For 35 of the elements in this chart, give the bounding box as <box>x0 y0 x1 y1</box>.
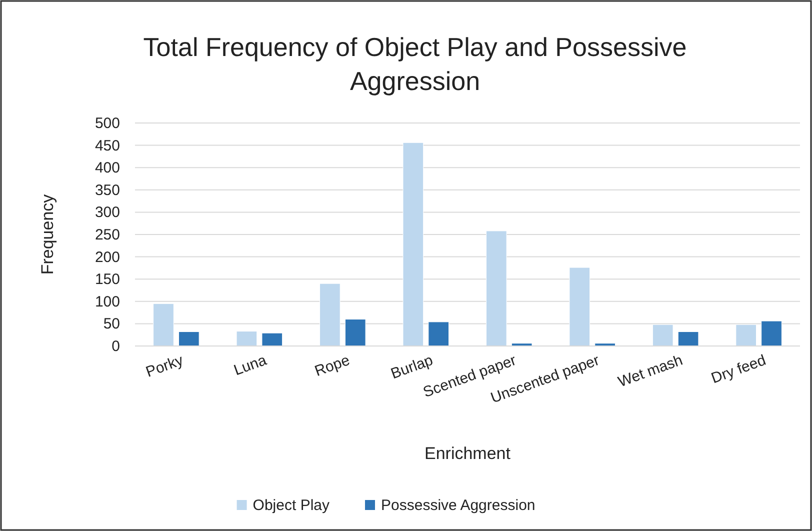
bar <box>486 230 507 346</box>
bar <box>652 324 674 346</box>
bar <box>569 267 590 346</box>
bar <box>678 331 699 346</box>
y-tick-label: 150 <box>94 271 120 288</box>
y-tick-label: 100 <box>94 293 120 310</box>
y-tick-label: 450 <box>94 137 120 154</box>
y-tick-label: 200 <box>94 248 120 266</box>
bar <box>320 283 340 346</box>
y-tick-label: 300 <box>94 204 120 222</box>
x-tick-label: Dry feed <box>709 352 768 388</box>
legend-label: Object Play <box>252 497 330 514</box>
x-axis-title: Enrichment <box>424 444 511 463</box>
bar <box>761 320 782 346</box>
bar <box>236 331 258 346</box>
y-tick-label: 350 <box>94 182 120 199</box>
x-tick-label: Luna <box>232 352 270 380</box>
bar <box>402 142 424 346</box>
x-tick-label: Wet mash <box>616 352 685 391</box>
bar <box>428 322 450 346</box>
y-tick-label: 400 <box>94 160 120 177</box>
x-tick-label: Porky <box>144 352 186 381</box>
bar <box>153 303 174 346</box>
chart-title: Total Frequency of Object Play and Possessive Aggression <box>143 32 687 96</box>
y-tick-label: 50 <box>103 316 120 333</box>
y-tick-label: 0 <box>112 338 120 355</box>
x-tick-label: Rope <box>312 352 352 380</box>
bar <box>262 332 283 346</box>
bar <box>344 318 366 346</box>
y-tick-label: 500 <box>94 115 120 132</box>
bar <box>178 331 200 346</box>
y-tick-label: 250 <box>94 226 120 244</box>
bar <box>736 324 757 346</box>
y-axis-title: Frequency <box>38 194 57 275</box>
legend-label: Possessive Aggression <box>381 497 536 514</box>
